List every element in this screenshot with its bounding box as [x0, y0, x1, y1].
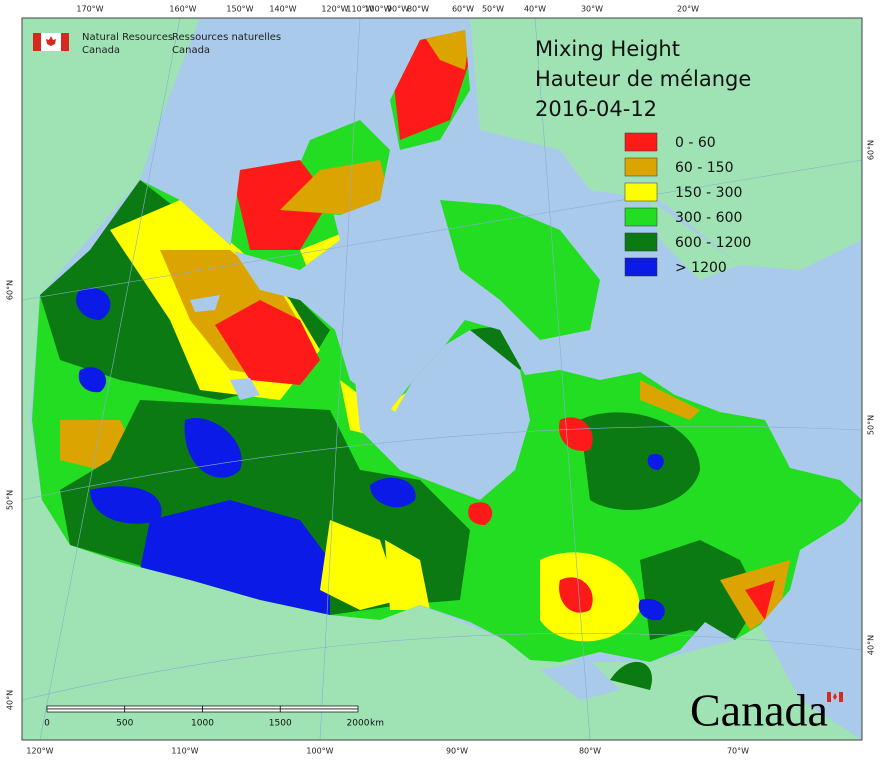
flag-bar [839, 692, 843, 702]
org-en: Natural Resources [82, 32, 173, 43]
longitude-label: 120°W [321, 5, 348, 14]
scale-segment [202, 705, 281, 710]
longitude-label: 90°W [387, 5, 409, 14]
scale-segment [202, 708, 281, 713]
scale-label: 1000 [191, 719, 214, 729]
longitude-label: 150°W [226, 5, 253, 14]
longitude-label: 160°W [169, 5, 196, 14]
alaska [22, 18, 200, 300]
org-fr: Canada [172, 45, 210, 56]
scale-segment [124, 705, 203, 710]
longitude-label: 170°W [76, 5, 103, 14]
flag-bar [33, 33, 41, 51]
title: Mixing Height [535, 37, 680, 61]
legend-swatch [624, 232, 658, 252]
longitude-label: 70°W [727, 747, 749, 756]
lake [230, 378, 260, 400]
longitude-label: 100°W [364, 5, 391, 14]
legend-swatch [624, 257, 658, 277]
wordmark-text: Canada [690, 685, 828, 736]
scale-label: 500 [116, 719, 133, 729]
header: Natural Resources Canada Ressources natu… [33, 32, 281, 56]
hudson-bay [355, 330, 530, 500]
latitude-label: 60°N [867, 140, 876, 160]
graticule-labels: 170°W 160°W 150°W 140°W 120°W110°W100°W90°W8… [6, 5, 876, 756]
latitude-label: 60°N [6, 280, 15, 300]
maple-leaf [46, 36, 56, 46]
legend-label: 60 - 150 [675, 160, 734, 176]
latitude-label: 50°N [867, 415, 876, 435]
scale-bar: 0 500 1000 1500 2000 km [44, 705, 384, 729]
scale-segment [279, 708, 359, 713]
flag-bar [61, 33, 69, 51]
org-en: Canada [82, 45, 120, 56]
title: Hauteur de mélange [535, 67, 751, 91]
flag-bar [827, 692, 831, 702]
legend-label: 150 - 300 [675, 185, 742, 201]
longitude-label: 20°W [677, 5, 699, 14]
map-border [21, 17, 863, 741]
scale-segment [46, 705, 126, 710]
scale-label: 0 [44, 719, 50, 729]
scale-segment [279, 705, 359, 710]
maple-leaf [833, 693, 837, 700]
longitude-label: 40°W [524, 5, 546, 14]
legend: 0 - 60 60 - 150 150 - 300 300 - 600 600 - 12… [624, 132, 751, 277]
legend-swatch [624, 157, 658, 177]
greenland-south [650, 200, 740, 280]
longitude-label: 110°W [171, 747, 198, 756]
longitude-label: 110°W [346, 5, 373, 14]
legend-label: 300 - 600 [675, 210, 742, 226]
title-date: 2016-04-12 [535, 97, 657, 121]
scale-segment [124, 708, 203, 713]
longitude-label: 90°W [446, 747, 468, 756]
longitude-label: 100°W [306, 747, 333, 756]
latitude-label: 40°N [6, 690, 15, 710]
ontario-south [610, 661, 652, 690]
scale-label: 2000 [347, 719, 370, 729]
longitude-label: 60°W [452, 5, 474, 14]
great-lakes [540, 660, 620, 700]
longitude-label: 80°W [407, 5, 429, 14]
scale-label: 1500 [269, 719, 292, 729]
longitude-label: 140°W [269, 5, 296, 14]
legend-swatch [624, 207, 658, 227]
usa [22, 295, 862, 740]
graticule [22, 18, 862, 740]
legend-label: > 1200 [675, 260, 727, 276]
org-fr: Ressources naturelles [172, 32, 281, 43]
greenland [470, 18, 862, 270]
lake [190, 295, 220, 312]
legend-swatch [624, 182, 658, 202]
latitude-label: 50°N [6, 490, 15, 510]
legend-label: 0 - 60 [675, 135, 716, 151]
longitude-label: 120°W [26, 747, 53, 756]
longitude-label: 30°W [581, 5, 603, 14]
legend-label: 600 - 1200 [675, 235, 751, 251]
longitude-label: 80°W [579, 747, 601, 756]
scale-unit: km [370, 719, 384, 729]
longitude-label: 50°W [482, 5, 504, 14]
legend-swatch [624, 132, 658, 152]
wordmark: Canada [690, 685, 843, 736]
latitude-label: 40°N [867, 635, 876, 655]
map-frame [22, 18, 862, 740]
scale-segment [46, 708, 126, 713]
